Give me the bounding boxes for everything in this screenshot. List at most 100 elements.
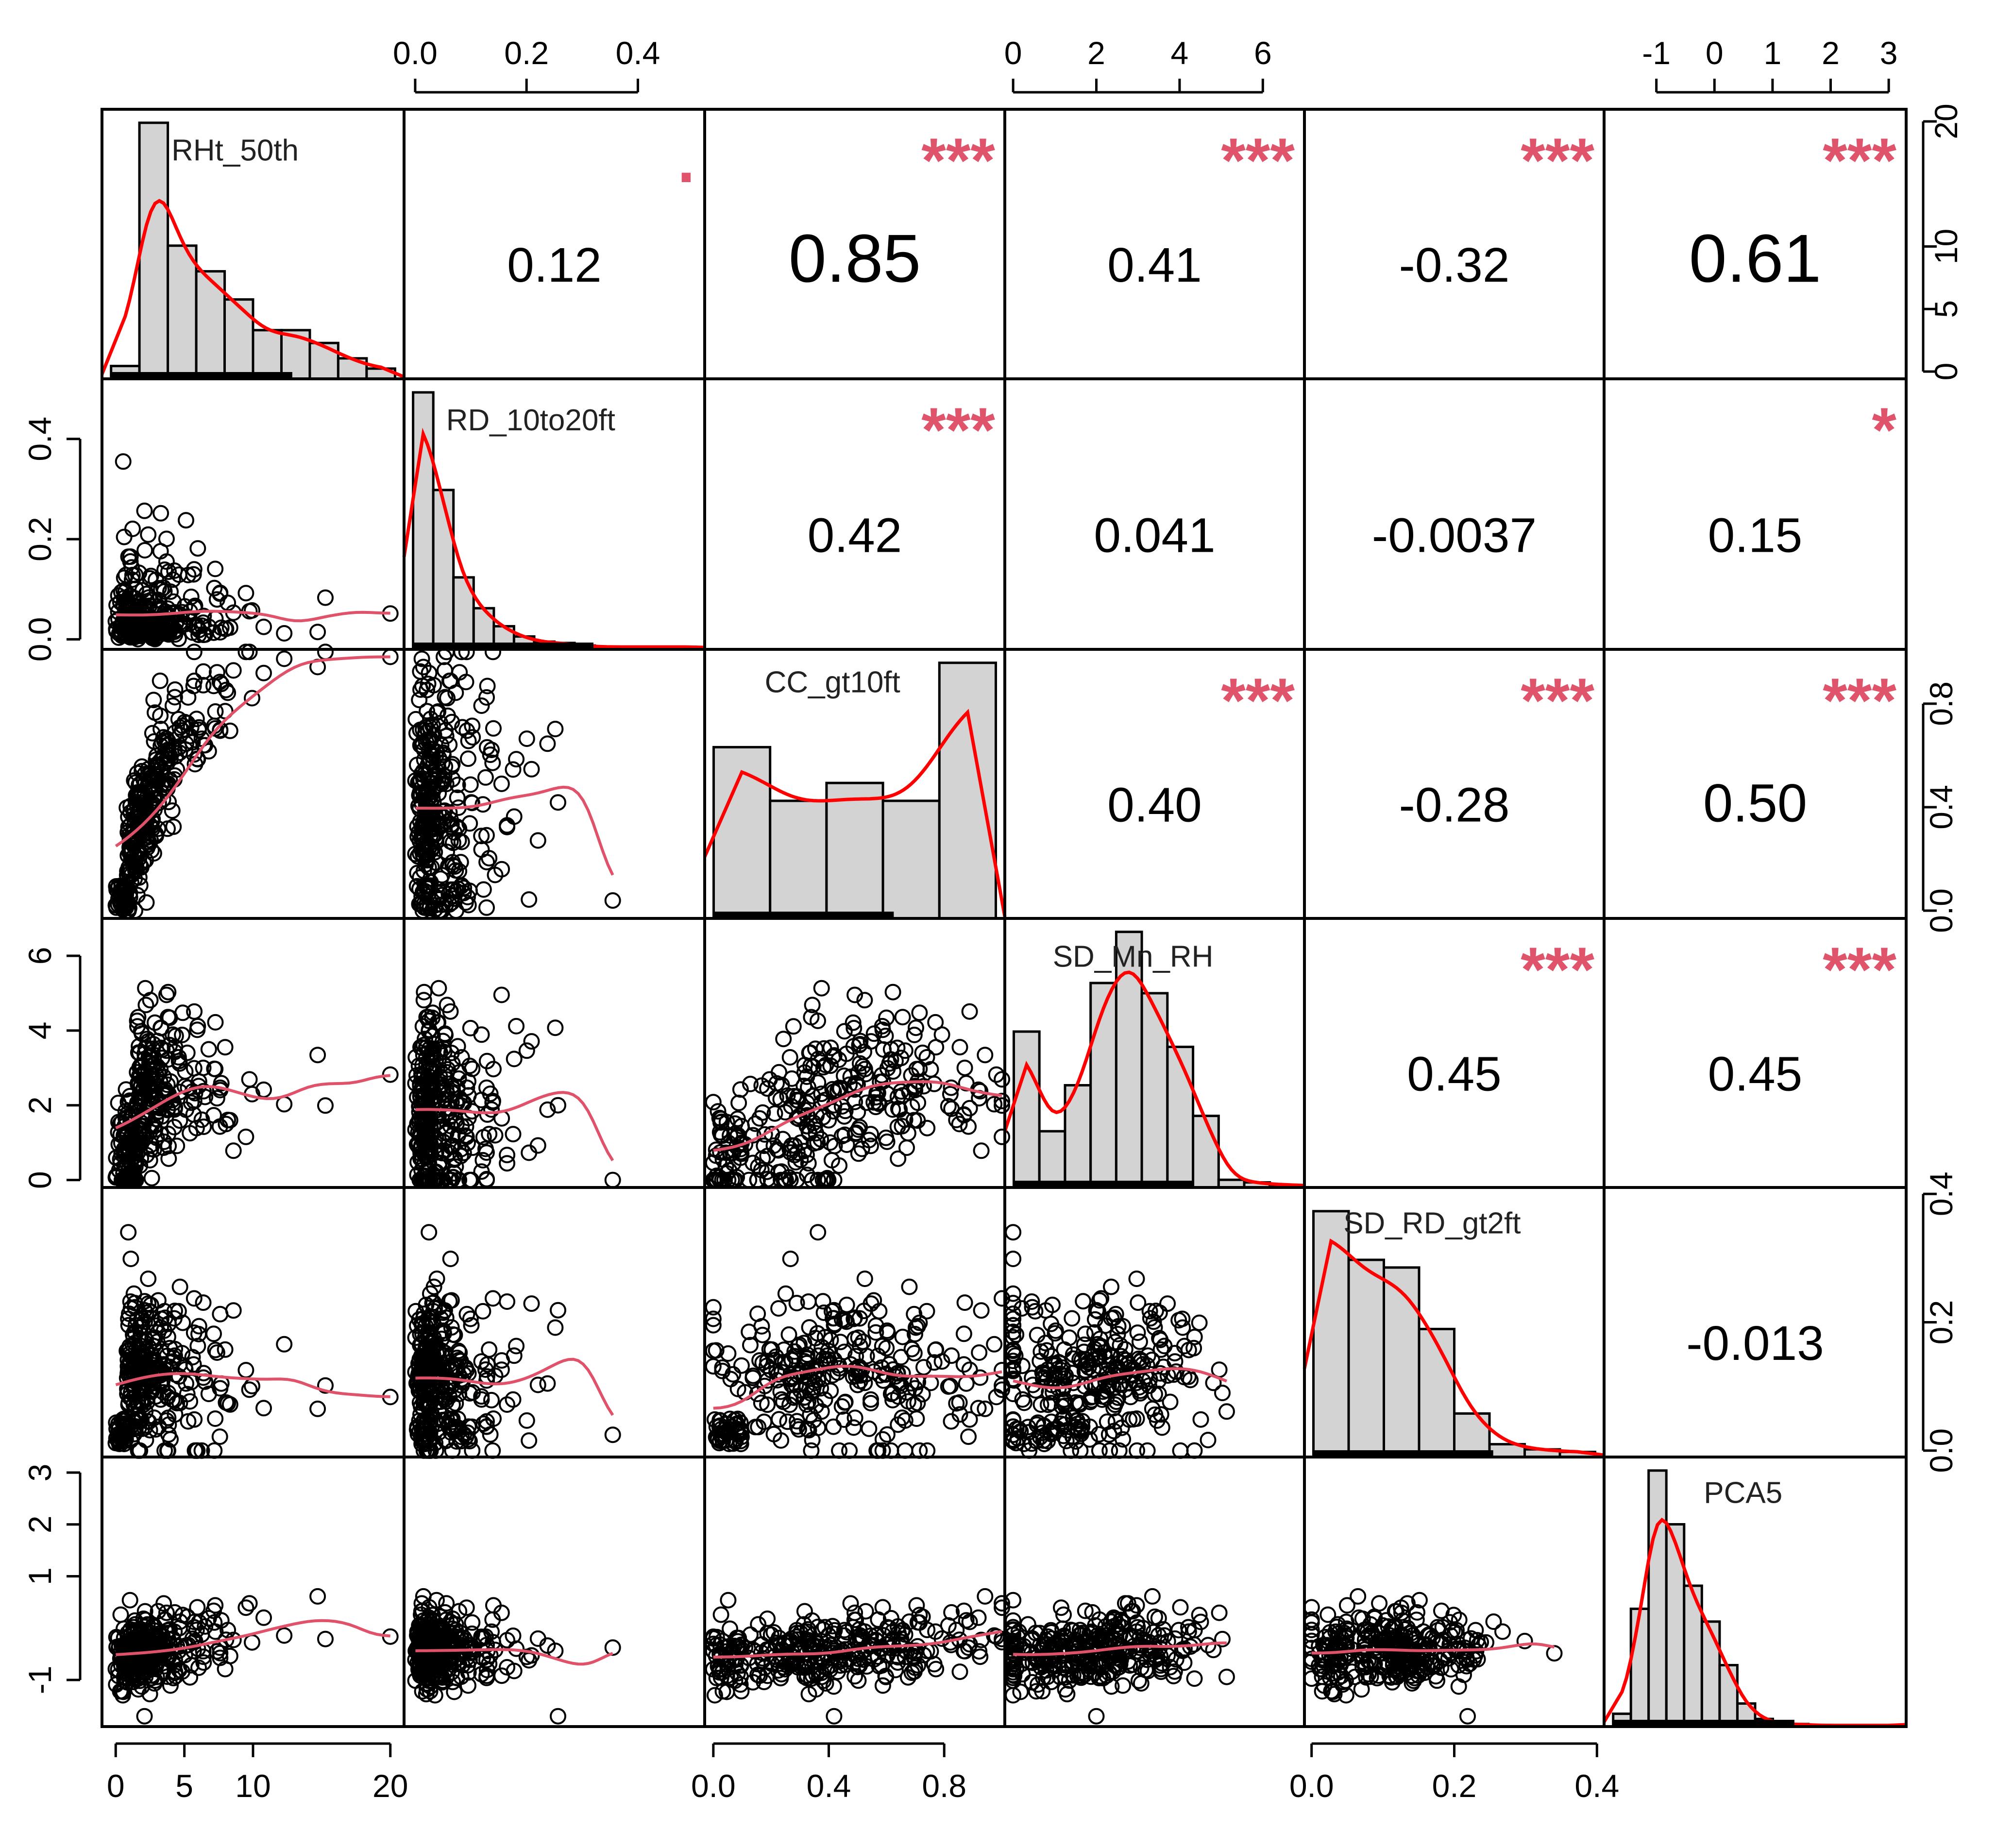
scatter-point (1077, 1602, 1094, 1619)
scatter-point (451, 1603, 468, 1620)
scatter-point (972, 1648, 989, 1665)
correlation-value: -0.0037 (1372, 509, 1537, 563)
scatter-point (1313, 1650, 1330, 1667)
scatter-point (790, 1338, 807, 1355)
scatter-point (851, 1627, 868, 1644)
scatter-point (911, 1607, 928, 1624)
smooth-line (415, 1357, 614, 1416)
scatter-point (1451, 1611, 1468, 1628)
scatter-point (432, 817, 449, 834)
scatter-point (483, 1391, 500, 1408)
histogram-bar (1192, 1115, 1220, 1189)
scatter-point (783, 1070, 800, 1087)
scatter-point (1077, 1325, 1094, 1342)
scatter-point (1014, 1357, 1031, 1374)
scatter-point (159, 1009, 176, 1026)
scatter-point (1053, 1599, 1069, 1616)
scatter-point (415, 1087, 432, 1104)
histogram-bar (223, 298, 254, 380)
scatter-point (122, 1164, 139, 1181)
scatter-point (124, 520, 141, 537)
scatter-point (716, 1639, 733, 1656)
scatter-point (415, 992, 432, 1009)
scatter-point (447, 862, 464, 879)
smooth-line (115, 1074, 390, 1130)
scatter-point (867, 1324, 884, 1341)
scatter-point (412, 1325, 429, 1342)
scatter-point (890, 1100, 907, 1117)
scatter-point (1087, 1377, 1104, 1394)
scatter-point (744, 1370, 761, 1387)
scatter-point (727, 1433, 744, 1450)
scatter-panel-CC_gt10ft-vs-RD_10to20ft (407, 644, 621, 919)
scatter-point (894, 1365, 911, 1382)
histogram-bar (1038, 1130, 1066, 1189)
scatter-point (604, 1639, 621, 1656)
scatter-point (943, 1347, 960, 1364)
scatter-point (171, 1278, 188, 1295)
scatter-point (816, 1619, 833, 1636)
scatter-point (1180, 1623, 1197, 1640)
scatter-point (158, 1604, 175, 1621)
diagonal-panel-CC_gt10ft: CC_gt10ft (703, 661, 1007, 920)
scatter-point (708, 1429, 725, 1446)
scatter-point (200, 1610, 217, 1627)
scatter-point (789, 1144, 806, 1161)
scatter-point (140, 1271, 157, 1287)
scatter-point (439, 1064, 455, 1081)
scatter-panel-PCA5-vs-SD_Mn_RH (1005, 1588, 1235, 1725)
scatter-point (1108, 1621, 1125, 1638)
significance-stars: * (1872, 394, 1896, 465)
scatter-point (177, 616, 194, 633)
scatter-panel-PCA5-vs-RHt_50th (107, 1588, 399, 1725)
scatter-point (186, 672, 203, 689)
scatter-point (1076, 1336, 1093, 1353)
scatter-point (188, 1622, 205, 1638)
scatter-point (833, 1398, 850, 1415)
scatter-point (197, 626, 214, 643)
scatter-point (800, 1155, 817, 1172)
scatter-point (851, 1036, 868, 1052)
scatter-point (1091, 1292, 1108, 1309)
scatter-point (158, 530, 175, 547)
variable-label-RHt_50th: RHt_50th (171, 134, 299, 167)
scatter-point (413, 650, 430, 667)
scatter-point (119, 1134, 136, 1151)
scatter-point (137, 997, 154, 1014)
scatter-point (110, 587, 127, 604)
scatter-point (139, 827, 156, 844)
scatter-point (138, 894, 155, 911)
scatter-point (451, 1064, 468, 1081)
correlation-cell-0-1: 0.12. (507, 125, 695, 292)
scatter-point (197, 737, 214, 754)
scatter-point (426, 1036, 443, 1052)
scatter-point (164, 697, 181, 714)
scatter-point (720, 1592, 737, 1609)
scatter-point (523, 1295, 540, 1312)
scatter-point (1141, 1377, 1157, 1394)
scatter-point (167, 1028, 184, 1044)
scatter-point (450, 1352, 467, 1369)
density-curve (1003, 970, 1305, 1187)
scatter-point (1055, 1394, 1072, 1411)
scatter-point (770, 1655, 787, 1672)
scatter-point (878, 1009, 895, 1026)
scatter-point (425, 1047, 442, 1064)
scatter-point (195, 1654, 212, 1671)
scatter-point (1450, 1678, 1467, 1695)
scatter-point (217, 1039, 234, 1056)
correlation-cell-0-2: 0.85*** (789, 125, 996, 296)
scatter-point (759, 1641, 775, 1658)
correlation-cell-4-5: -0.013 (1686, 1316, 1824, 1371)
scatter-point (873, 1359, 890, 1376)
scatter-point (915, 1359, 932, 1376)
smooth-line (713, 1364, 1002, 1410)
scatter-point (140, 836, 157, 853)
scatter-point (211, 1428, 228, 1445)
scatter-point (427, 897, 444, 914)
scatter-point (167, 724, 184, 741)
scatter-point (847, 1348, 864, 1365)
scatter-point (159, 1388, 176, 1405)
scatter-point (970, 1609, 987, 1626)
scatter-point (485, 1061, 502, 1078)
